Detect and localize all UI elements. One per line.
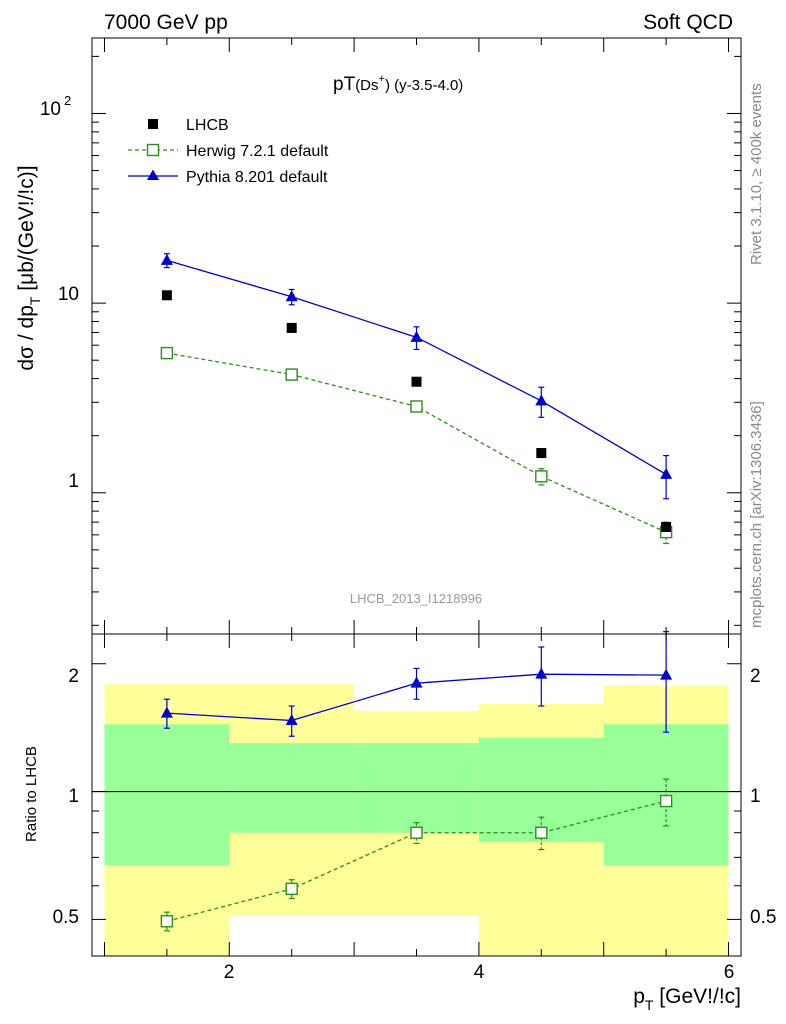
ratio-herwig-point-1: [160, 915, 174, 928]
lhcb-point-2: [286, 322, 297, 333]
legend-label-herwig: Herwig 7.2.1 default: [186, 143, 329, 160]
lhcb-point-4: [536, 448, 547, 459]
ratio-y-axis-label: Ratio to LHCB: [23, 746, 40, 842]
herwig-point-1: [160, 346, 174, 360]
ratio-band-inner-3: [354, 743, 479, 833]
main-y-axis-label-sub: T: [27, 296, 43, 305]
ratio-ytick-left-1: 1: [68, 786, 79, 807]
plot-title-tail: ) (y-3.5-4.0): [385, 77, 463, 94]
lhcb-point-5: [661, 521, 672, 532]
main-ytick-100: 10: [40, 99, 61, 120]
main-ytick-100-exp: 2: [64, 93, 71, 108]
legend-marker-herwig: [146, 143, 160, 157]
lhcb-point-3: [411, 376, 422, 387]
xtick-2: 2: [224, 962, 235, 983]
axis-ticks: [92, 38, 741, 956]
ratio-herwig-line: [166, 800, 667, 922]
analysis-watermark: LHCB_2013_I1218996: [350, 591, 482, 606]
ratio-herwig-point-4: [535, 826, 548, 839]
xtick-4: 4: [474, 962, 485, 983]
herwig-point-2: [285, 368, 298, 381]
xtick-6: 6: [724, 962, 735, 983]
mcplots-label: mcplots.cern.ch [arXiv:1306.3436]: [748, 401, 765, 628]
ratio-ytick-right-1: 1: [750, 786, 761, 807]
plot-title-sup: +: [379, 73, 385, 85]
x-axis-label-pre: p: [633, 985, 645, 1008]
ratio-pythia-point-1: [160, 706, 173, 718]
ratio-ytick-right-0.5: 0.5: [750, 907, 776, 928]
ratio-band-inner-4: [478, 737, 604, 843]
herwig-point-4: [535, 470, 548, 483]
rivet-label: Rivet 3.1.10, ≥ 400k events: [748, 83, 765, 265]
ratio-ytick-left-2: 2: [68, 666, 79, 687]
legend: LHCB Herwig 7.2.1 default Pythia 8.201 d…: [128, 117, 329, 186]
legend-marker-pythia: [147, 169, 159, 180]
main-y-axis-label-pre: dσ / dp: [15, 305, 38, 371]
main-ytick-1: 1: [68, 471, 79, 492]
plot-title: pT(Ds+) (y-3.5-4.0): [333, 73, 463, 95]
main-y-axis-label-post: [μb/(GeV!/!c)]: [15, 165, 38, 296]
plot-title-main: pT: [333, 74, 356, 95]
process-label: Soft QCD: [643, 11, 733, 34]
ratio-band-inner-1: [104, 724, 230, 866]
legend-label-lhcb: LHCB: [186, 117, 229, 134]
pythia-point-2: [285, 290, 298, 302]
collision-label: 7000 GeV pp: [104, 11, 228, 34]
lhcb-point-1: [161, 290, 172, 301]
ratio-band-inner-2: [229, 743, 355, 833]
legend-marker-lhcb: [148, 119, 158, 129]
legend-label-pythia: Pythia 8.201 default: [186, 169, 328, 186]
ratio-plot-data: [160, 631, 673, 932]
ratio-pythia-point-3: [410, 676, 423, 688]
main-ytick-10: 10: [58, 284, 79, 305]
ratio-ytick-right-2: 2: [750, 666, 761, 687]
pythia-point-5: [660, 467, 673, 479]
ratio-pythia-point-2: [285, 714, 298, 726]
x-axis-label-sub: T: [645, 997, 654, 1013]
herwig-point-3: [410, 400, 423, 413]
x-axis-label: pT [GeV!/!c]: [633, 985, 741, 1013]
main-y-axis-label: dσ / dpT [μb/(GeV!/!c)]: [15, 165, 43, 370]
x-axis-label-post: [GeV!/!c]: [653, 985, 741, 1008]
pythia-point-3: [410, 330, 423, 342]
ratio-ytick-left-0.5: 0.5: [53, 907, 79, 928]
ratio-herwig-point-2: [285, 882, 298, 896]
ratio-herwig-point-3: [410, 826, 423, 839]
plot-title-sub: (Ds: [355, 77, 378, 94]
ratio-pythia-point-5: [660, 668, 673, 680]
pythia-point-1: [160, 253, 173, 265]
ratio-herwig-point-5: [659, 794, 673, 808]
pythia-point-4: [535, 394, 548, 406]
ratio-pythia-point-4: [535, 667, 548, 679]
pythia-line: [166, 259, 667, 475]
main-plot-data: [160, 253, 673, 545]
